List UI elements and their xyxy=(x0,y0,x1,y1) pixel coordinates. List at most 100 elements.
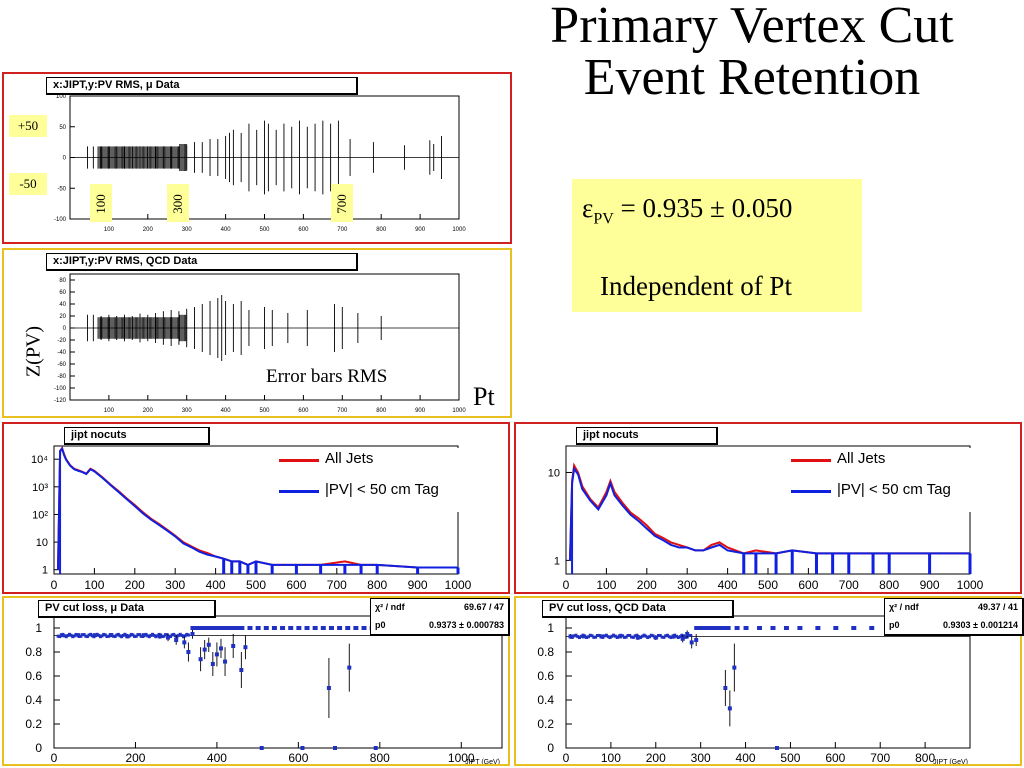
data-point xyxy=(612,633,616,637)
x-tick-label: 500 xyxy=(780,751,800,764)
y-tick-label: 1 xyxy=(547,621,554,635)
x-tick-label: 600 xyxy=(298,408,309,414)
zpv-axis-label-text: Z(PV) xyxy=(22,325,45,378)
x-tick-label: 700 xyxy=(337,227,348,233)
data-point xyxy=(115,633,119,637)
data-point-one xyxy=(198,626,204,630)
x-tick-label: 900 xyxy=(415,408,426,414)
x-tick-label: 1000 xyxy=(452,408,466,414)
x-tick-label: 200 xyxy=(646,751,666,764)
data-point xyxy=(694,638,699,642)
data-point xyxy=(588,633,592,637)
data-point xyxy=(333,746,338,750)
y-tick-label: 0.2 xyxy=(537,717,554,731)
data-point xyxy=(680,633,684,637)
x-tick-label: 200 xyxy=(125,578,145,592)
data-point xyxy=(98,635,102,639)
data-point xyxy=(128,634,132,638)
data-point xyxy=(166,635,171,640)
y-tick-label: 10² xyxy=(32,509,48,521)
data-point xyxy=(85,635,89,639)
y-tick-label: 60 xyxy=(59,290,66,296)
x-tick-label: 200 xyxy=(143,408,154,414)
y-tick-label: -50 xyxy=(57,186,66,192)
cut-plus-label: +50 xyxy=(9,115,47,137)
jipt-mu-title: jipt nocuts xyxy=(64,427,210,445)
x-tick-label: 400 xyxy=(206,578,226,592)
data-point xyxy=(685,632,690,636)
data-point xyxy=(669,636,673,640)
x-tick-label: 200 xyxy=(143,227,154,233)
data-point-one xyxy=(698,626,704,630)
x-tick-label: 100 xyxy=(104,408,115,414)
jipt-qcd-chart: 0 100 200 300 400 500 600 700 800 900 1000 1 10 xyxy=(548,445,984,592)
data-point-one xyxy=(743,626,749,630)
data-point-one xyxy=(227,626,233,630)
y-tick-label: -100 xyxy=(54,386,67,392)
data-point xyxy=(774,746,779,750)
data-point xyxy=(71,635,75,639)
data-point xyxy=(202,647,207,652)
legend-swatch-blue xyxy=(791,490,831,493)
pvcut-qcd-panel: 0 100 200 300 400 500 600 700 800 JIPT (GeV) 0 0.2 0… xyxy=(514,596,1024,766)
x-tick-label: 300 xyxy=(691,751,711,764)
x-tick-label: 100 xyxy=(596,578,616,592)
data-point xyxy=(682,634,686,638)
data-point xyxy=(647,635,651,639)
data-point xyxy=(58,635,62,639)
data-point xyxy=(141,633,146,638)
x-tick-label: 1000 xyxy=(445,578,472,592)
data-point xyxy=(603,634,607,638)
data-point xyxy=(662,635,666,639)
legend-label: All Jets xyxy=(325,450,374,467)
independent-of-pt-text: Independent of Pt xyxy=(600,271,792,301)
data-point xyxy=(259,746,264,750)
stat-value: 49.37 / 41 xyxy=(977,602,1018,612)
jipt-mu-legend: All Jets |PV| < 50 cm Tag xyxy=(278,448,460,512)
y-tick-label: 20 xyxy=(59,314,66,320)
data-point xyxy=(639,636,643,640)
data-point xyxy=(572,634,576,638)
data-point xyxy=(604,633,608,637)
pt-marker-100: 100 xyxy=(90,184,112,222)
data-point xyxy=(74,632,78,636)
pvcut-qcd-title: PV cut loss, QCD Data xyxy=(542,600,734,618)
data-point xyxy=(66,634,70,638)
zpv-axis-label: Z(PV) xyxy=(20,310,50,390)
y-tick-label: -40 xyxy=(57,350,66,356)
data-point xyxy=(581,634,586,639)
data-point xyxy=(243,645,248,650)
data-point xyxy=(667,635,671,639)
data-point xyxy=(198,657,203,662)
data-point xyxy=(133,635,137,639)
stat-value: 0.9303 ± 0.001214 xyxy=(942,620,1018,630)
data-point xyxy=(606,635,610,639)
stat-key: p0 xyxy=(889,620,900,630)
data-point xyxy=(231,644,236,648)
stat-key: χ² / ndf xyxy=(889,602,919,612)
x-tick-label: 400 xyxy=(736,751,756,764)
x-tick-label: 800 xyxy=(367,578,387,592)
y-tick-label: 10 xyxy=(36,537,48,549)
data-point xyxy=(79,634,83,638)
data-point xyxy=(635,633,639,637)
y-tick-label: -80 xyxy=(57,374,66,380)
pvcut-mu-panel: 0 200 400 600 800 1000 JIPT (GeV) 0 0.2 0.4 0.6 0.8… xyxy=(2,596,510,766)
data-point xyxy=(63,634,67,638)
x-tick-label: 300 xyxy=(182,227,193,233)
data-point xyxy=(64,635,68,639)
data-point xyxy=(180,633,184,637)
rms-qcd-panel: 80 60 40 20 0 -20 -40 -60 -80 -100 -120 100 200 300 40… xyxy=(2,248,512,418)
data-point xyxy=(105,635,109,639)
data-point xyxy=(60,633,65,638)
rms-mu-title: x:JIPT,y:PV RMS, μ Data xyxy=(46,77,358,95)
data-point xyxy=(723,686,728,690)
data-point xyxy=(89,632,93,636)
data-point-one xyxy=(280,626,286,630)
data-point xyxy=(664,634,668,638)
data-point-one xyxy=(304,626,310,630)
pt-marker-700: 700 xyxy=(331,184,353,222)
x-tick-label: 500 xyxy=(259,408,270,414)
data-point xyxy=(624,635,628,639)
data-point-one xyxy=(833,626,839,630)
